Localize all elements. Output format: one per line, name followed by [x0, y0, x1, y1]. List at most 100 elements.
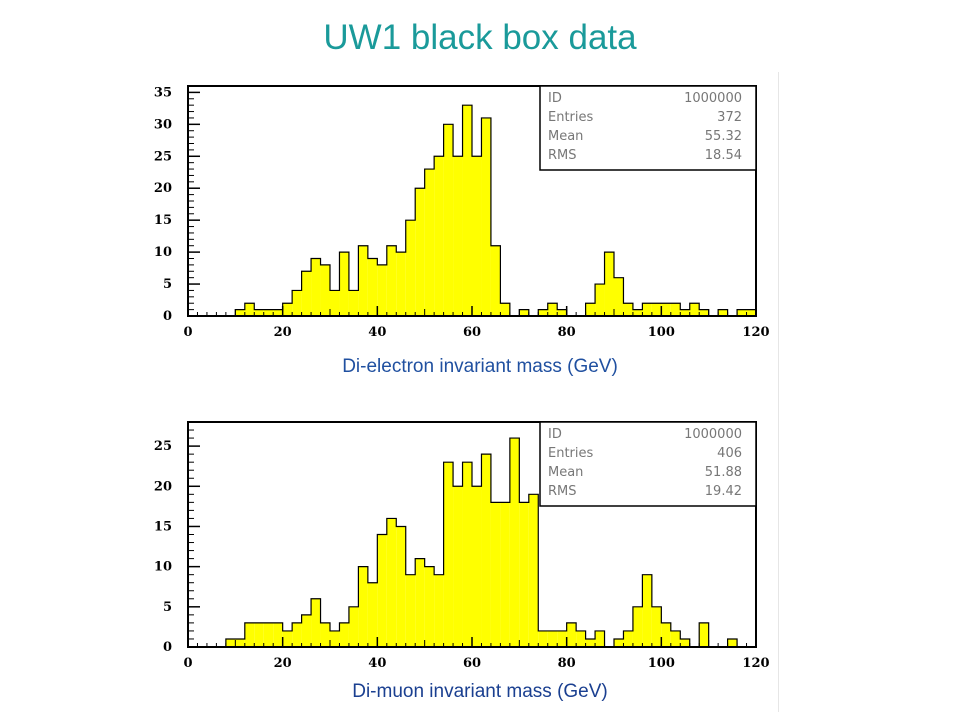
histogram-bin: [358, 566, 368, 647]
y-tick-label: 0: [163, 309, 172, 324]
x-tick-label: 100: [648, 656, 675, 671]
y-tick-label: 5: [163, 600, 172, 615]
histogram-bin: [424, 169, 435, 316]
di-electron-histogram: 0 20 40 60 80 100 120 0 5 10 15 20 25 30 35 ID 1000000 En…: [154, 85, 770, 340]
histogram-bin: [358, 245, 368, 316]
histogram-bin: [623, 630, 633, 647]
x-tick-label: 40: [368, 656, 386, 671]
histogram-bin: [604, 252, 614, 316]
di-electron-caption: Di-electron invariant mass (GeV): [342, 356, 618, 377]
histogram-bin: [235, 309, 245, 316]
di-muon-histogram: 0 20 40 60 80 100 120 0 5 10 15 20 25 ID 1000000 Entrie…: [154, 421, 770, 671]
histogram-bin: [311, 598, 321, 647]
histogram-bin: [348, 290, 359, 316]
histogram-bin: [642, 574, 652, 647]
histogram-bin: [415, 188, 425, 316]
stats-value: 18.54: [705, 148, 742, 163]
histogram-bin: [746, 309, 756, 316]
x-tick-label: 0: [183, 325, 192, 340]
histogram-bin: [292, 622, 302, 647]
histogram-bin: [273, 622, 283, 647]
stats-label: ID: [548, 427, 562, 442]
histogram-bin: [405, 220, 416, 316]
histogram-bin: [263, 622, 274, 647]
stats-value: 406: [717, 446, 742, 461]
histogram-bin: [453, 156, 463, 316]
histogram-bin: [244, 622, 255, 647]
x-tick-label: 0: [183, 656, 192, 671]
histogram-bin: [320, 622, 330, 647]
histogram-bin: [576, 630, 586, 647]
histogram-bin: [614, 638, 624, 647]
y-tick-label: 5: [163, 277, 172, 292]
histogram-bin: [330, 630, 340, 647]
histogram-bin: [254, 622, 264, 647]
histogram-bin: [301, 614, 312, 647]
histogram-bin: [472, 486, 482, 647]
histogram-bin: [263, 309, 274, 316]
histogram-bin: [405, 574, 416, 647]
histogram-bin: [320, 264, 330, 316]
stats-label: RMS: [548, 148, 577, 163]
histogram-bin: [509, 438, 520, 647]
histogram-bin: [500, 502, 510, 647]
histogram-bin: [490, 245, 501, 316]
y-tick-label: 30: [154, 117, 172, 132]
histogram-bin: [443, 462, 454, 647]
histogram-bin: [434, 156, 444, 316]
histogram-bin: [424, 566, 435, 647]
histogram-bin: [434, 574, 444, 647]
histogram-bin: [396, 526, 406, 647]
histogram-bin: [481, 454, 491, 647]
y-tick-label: 25: [154, 439, 172, 454]
stats-label: Entries: [548, 446, 594, 461]
histogram-bin: [273, 309, 283, 316]
histogram-outline: [188, 104, 757, 317]
histogram-bin: [339, 622, 349, 647]
histogram-bin: [651, 303, 662, 316]
histogram-bin: [642, 303, 652, 316]
histogram-bin: [386, 245, 397, 316]
histogram-bin: [443, 124, 454, 316]
histogram-bin: [282, 303, 293, 316]
stats-value: 19.42: [705, 484, 742, 499]
histogram-bin: [367, 258, 378, 316]
histogram-bin: [377, 534, 387, 647]
histogram-bin: [680, 309, 690, 316]
histogram-bin: [519, 309, 529, 316]
di-muon-caption: Di-muon invariant mass (GeV): [352, 681, 608, 702]
histogram-bin: [244, 303, 255, 316]
y-tick-label: 20: [154, 479, 172, 494]
stats-value: 1000000: [684, 427, 742, 442]
histogram-bin: [348, 606, 359, 647]
y-tick-label: 0: [163, 640, 172, 655]
histogram-bin: [538, 630, 548, 647]
y-tick-label: 10: [154, 245, 172, 260]
histogram-bin: [500, 303, 510, 316]
histogram-bin: [585, 638, 596, 647]
histogram-bin: [727, 638, 738, 647]
histogram-bin: [292, 290, 302, 316]
histogram-bin: [254, 309, 264, 316]
histogram-bin: [462, 462, 472, 647]
y-tick-label: 15: [154, 213, 172, 228]
x-tick-label: 80: [558, 325, 576, 340]
histogram-bin: [651, 606, 662, 647]
histogram-bin: [282, 630, 293, 647]
histogram-bin: [557, 630, 567, 647]
histogram-bin: [547, 303, 558, 316]
stats-box: [539, 85, 757, 171]
histogram-bin: [538, 309, 548, 316]
x-tick-label: 60: [463, 325, 481, 340]
histogram-bin: [339, 252, 349, 316]
histogram-bin: [670, 303, 681, 316]
histogram-bin: [377, 264, 387, 316]
x-tick-label: 20: [274, 656, 292, 671]
histogram-bin: [595, 284, 605, 316]
histogram-bin: [301, 271, 312, 316]
y-tick-label: 35: [154, 85, 172, 100]
stats-label: ID: [548, 91, 562, 106]
histogram-bin: [481, 117, 491, 316]
histogram-bin: [396, 252, 406, 316]
histogram-bin: [623, 303, 633, 316]
